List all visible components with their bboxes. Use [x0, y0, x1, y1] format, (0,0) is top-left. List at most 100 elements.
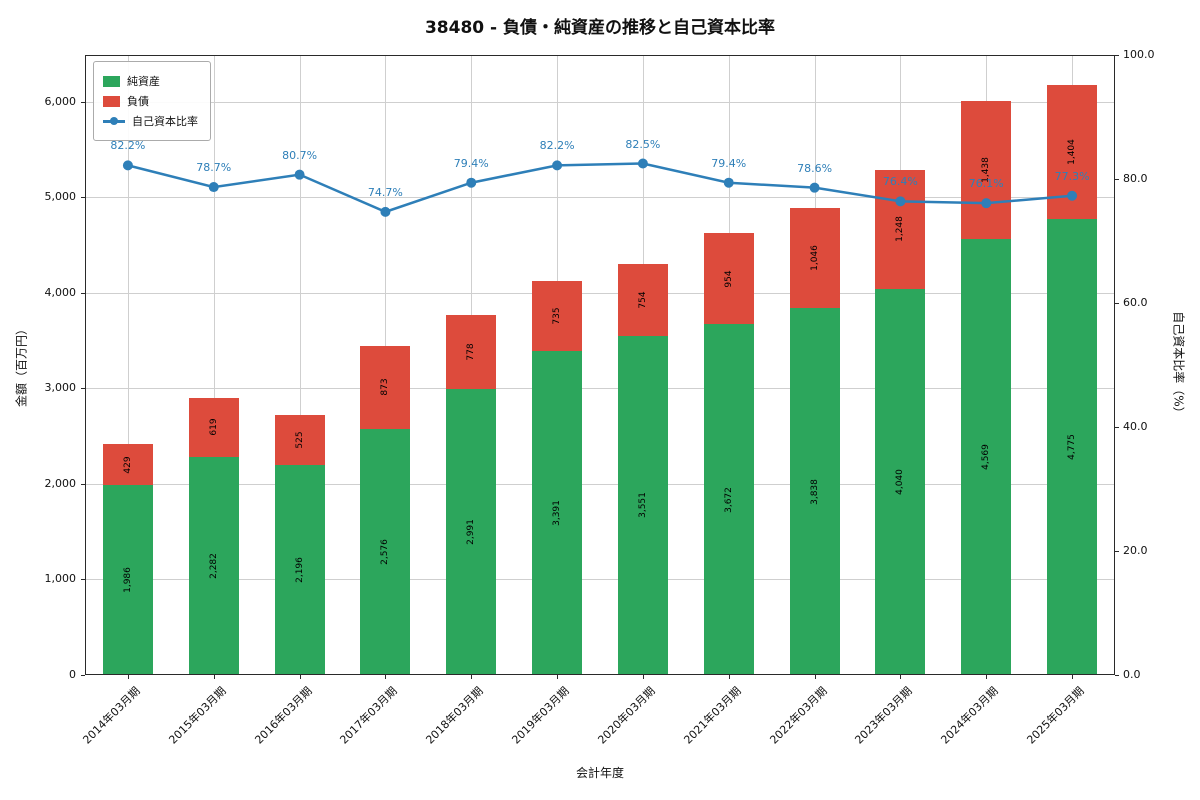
legend-swatch-net-assets-icon: [103, 75, 120, 87]
bar-value-label-net-assets: 2,991: [466, 519, 477, 546]
y-tick-mark-right: [1115, 55, 1119, 56]
equity-ratio-value-label: 82.2%: [110, 139, 146, 153]
bar-liabilities: [703, 233, 754, 325]
x-tick-mark: [900, 675, 902, 679]
bar-liabilities: [188, 397, 239, 457]
legend-item-equity-ratio: 自己資本比率: [103, 113, 198, 129]
legend-item-net-assets: 純資産: [103, 73, 198, 89]
y-tick-label-right: 80.0: [1123, 172, 1148, 185]
bar-value-label-net-assets: 4,569: [981, 443, 992, 470]
x-tick-mark: [213, 675, 215, 679]
x-tick-mark: [1072, 675, 1074, 679]
bar-liabilities: [532, 280, 583, 352]
chart-title: 38480 - 負債・純資産の推移と自己資本比率: [424, 18, 776, 38]
bar-net-assets: [360, 428, 411, 675]
bar-net-assets: [102, 485, 153, 675]
y-tick-label-right: 20.0: [1123, 544, 1148, 557]
bar-value-label-liabilities: 1,046: [809, 245, 820, 272]
y-tick-mark-left: [81, 101, 85, 103]
equity-ratio-value-label: 79.4%: [711, 156, 747, 170]
x-tick-mark: [814, 675, 816, 679]
equity-ratio-value-label: 78.7%: [196, 161, 232, 175]
bar-value-label-liabilities: 954: [723, 270, 734, 288]
equity-ratio-value-label: 77.3%: [1054, 169, 1090, 183]
x-tick-label: 2017年03月期: [337, 684, 401, 747]
y-tick-label-left: 5,000: [44, 190, 77, 204]
y-tick-mark-left: [81, 675, 85, 676]
x-tick-mark: [728, 675, 730, 679]
y-tick-label-left: 3,000: [44, 381, 77, 395]
equity-ratio-value-label: 80.7%: [282, 148, 318, 162]
bar-liabilities: [102, 444, 153, 486]
y-tick-mark-left: [81, 579, 85, 581]
bar-liabilities: [617, 263, 668, 336]
y-tick-label-right: 0.0: [1123, 668, 1141, 681]
gridline-horizontal: [85, 388, 1115, 390]
bar-value-label-net-assets: 2,576: [380, 539, 391, 565]
bar-net-assets: [1047, 218, 1098, 675]
bar-net-assets: [274, 465, 325, 675]
y-tick-mark-left: [81, 388, 85, 390]
legend-item-liabilities: 負債: [103, 93, 198, 109]
equity-ratio-value-label: 76.1%: [968, 177, 1004, 191]
bar-value-label-net-assets: 4,040: [895, 469, 906, 495]
gridline-horizontal: [85, 483, 1115, 485]
bar-liabilities: [789, 208, 840, 309]
x-tick-mark: [642, 675, 644, 679]
bar-value-label-net-assets: 3,838: [809, 478, 820, 505]
bar-value-label-net-assets: 4,775: [1067, 434, 1078, 460]
y-tick-label-left: 4,000: [44, 285, 77, 299]
gridline-horizontal: [85, 579, 1115, 581]
legend-label-net-assets: 純資産: [127, 75, 160, 88]
x-tick-mark: [557, 675, 559, 679]
x-tick-mark: [385, 675, 387, 679]
y-tick-label-right: 60.0: [1123, 296, 1148, 309]
x-tick-mark: [299, 675, 301, 679]
equity-ratio-value-label: 79.4%: [453, 156, 489, 170]
gridline-vertical: [213, 55, 215, 675]
bar-net-assets: [617, 335, 668, 675]
x-tick-mark: [986, 675, 988, 679]
bar-value-label-liabilities: 1,438: [981, 156, 992, 183]
bar-net-assets: [532, 351, 583, 675]
x-tick-mark: [471, 675, 473, 679]
x-tick-label: 2025年03月期: [1024, 684, 1087, 747]
legend-label-liabilities: 負債: [127, 95, 149, 108]
y-tick-label-right: 100.0: [1123, 48, 1155, 61]
equity-ratio-line: [127, 162, 1073, 214]
equity-ratio-value-label: 74.7%: [367, 185, 403, 199]
equity-ratio-value-label: 78.6%: [797, 161, 833, 175]
bar-value-label-liabilities: 778: [466, 343, 477, 361]
bar-value-label-liabilities: 754: [637, 291, 648, 309]
y-tick-label-left: 1,000: [44, 572, 77, 586]
bar-net-assets: [875, 289, 926, 675]
bar-value-label-liabilities: 525: [294, 431, 305, 449]
bar-value-label-liabilities: 429: [122, 456, 133, 474]
y-tick-mark-right: [1115, 675, 1119, 676]
bar-value-label-liabilities: 873: [380, 378, 391, 396]
equity-ratio-value-label: 82.5%: [625, 137, 661, 151]
legend: 純資産 負債 自己資本比率: [93, 61, 211, 141]
x-tick-label: 2015年03月期: [166, 684, 229, 747]
y-tick-label-left: 0: [69, 668, 76, 681]
bar-value-label-liabilities: 619: [208, 418, 219, 437]
equity-ratio-value-label: 76.4%: [882, 175, 918, 189]
y-tick-label-left: 2,000: [44, 476, 77, 490]
bar-value-label-net-assets: 2,282: [208, 553, 219, 579]
plot-area: 1,986 429 2,282 619 2,196 525 2,576 873 2,991 778…: [85, 55, 1115, 675]
gridline-vertical: [127, 55, 129, 675]
bar-value-label-net-assets: 3,391: [552, 500, 563, 526]
legend-line-equity-ratio-icon: [103, 117, 125, 125]
bar-liabilities: [274, 415, 325, 466]
bar-value-label-net-assets: 3,672: [723, 486, 734, 513]
x-tick-label: 2016年03月期: [251, 684, 315, 747]
y-tick-mark-left: [81, 292, 85, 294]
x-tick-label: 2022年03月期: [766, 684, 830, 747]
bar-net-assets: [703, 324, 754, 675]
y-tick-mark-right: [1115, 551, 1119, 552]
bar-net-assets: [188, 456, 239, 675]
x-axis-title: 会計年度: [575, 766, 624, 780]
x-tick-label: 2021年03月期: [681, 684, 744, 747]
bar-net-assets: [789, 308, 840, 675]
